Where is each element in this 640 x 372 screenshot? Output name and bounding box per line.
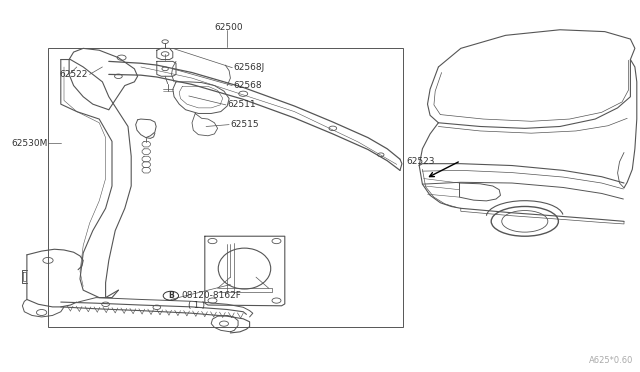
Text: 62522: 62522 — [60, 70, 88, 79]
Bar — [48, 48, 403, 327]
Text: ( 1 ): ( 1 ) — [188, 301, 205, 310]
Text: 62530M: 62530M — [12, 139, 48, 148]
Text: 62515: 62515 — [230, 120, 259, 129]
Text: 08120-8162F: 08120-8162F — [181, 291, 241, 300]
Text: 62523: 62523 — [406, 157, 435, 166]
Text: 62568J: 62568J — [234, 63, 265, 72]
Text: A625*0.60: A625*0.60 — [589, 356, 634, 365]
Text: B: B — [168, 291, 173, 300]
Text: 62500: 62500 — [214, 23, 243, 32]
Text: 62511: 62511 — [227, 100, 256, 109]
Text: 62568: 62568 — [234, 81, 262, 90]
